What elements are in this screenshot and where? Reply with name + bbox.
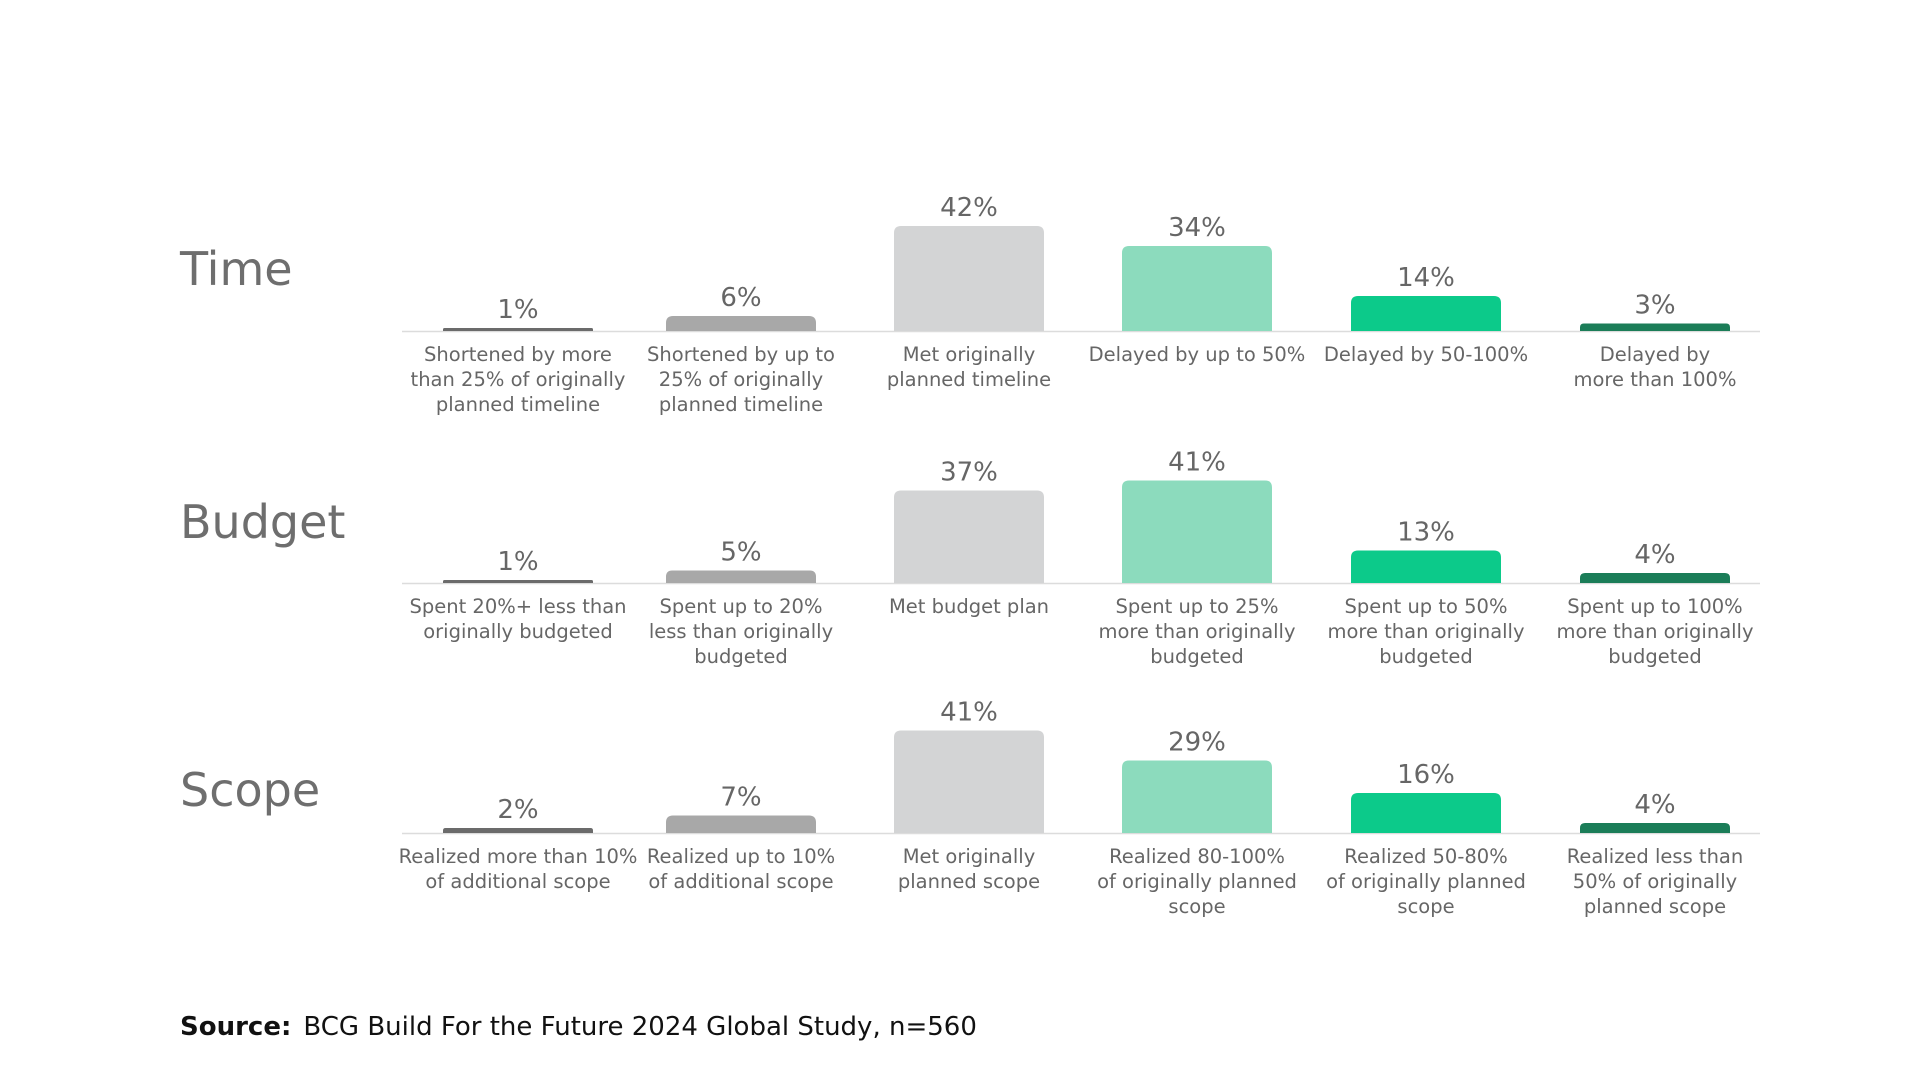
row-label-scope: Scope (180, 763, 320, 817)
category-label-scope-6: Realized less than 50% of originally plann… (1567, 845, 1744, 918)
value-label-budget-3: 37% (940, 458, 998, 488)
category-label-time-3: Met originally planned timeline (887, 343, 1051, 391)
category-label-scope-2: Realized up to 10% of additional scope (647, 845, 835, 893)
source-text: BCG Build For the Future 2024 Global Stu… (303, 1012, 977, 1042)
bar-budget-3 (894, 490, 1044, 583)
source-label: Source: (180, 1012, 292, 1042)
value-label-budget-6: 4% (1634, 540, 1675, 570)
value-label-scope-2: 7% (720, 783, 761, 813)
category-label-budget-3: Met budget plan (889, 595, 1049, 618)
category-label-time-2: Shortened by up to 25% of originally plann… (647, 343, 835, 416)
value-label-scope-6: 4% (1634, 790, 1675, 820)
bar-time-4 (1122, 246, 1272, 331)
bar-budget-1 (443, 580, 593, 583)
bar-scope-5 (1351, 793, 1501, 833)
category-label-scope-3: Met originally planned scope (898, 845, 1040, 893)
category-label-budget-6: Spent up to 100% more than originally budg… (1556, 595, 1753, 668)
bar-scope-6 (1580, 823, 1730, 833)
value-label-scope-5: 16% (1397, 760, 1455, 790)
bar-scope-4 (1122, 760, 1272, 833)
value-label-time-1: 1% (497, 295, 538, 325)
bar-scope-3 (894, 730, 1044, 833)
category-label-budget-1: Spent 20%+ less than originally budgeted (409, 595, 626, 643)
bar-time-5 (1351, 296, 1501, 331)
bar-scope-2 (666, 815, 816, 833)
category-label-time-1: Shortened by more than 25% of originally p… (411, 343, 626, 416)
bar-time-2 (666, 316, 816, 331)
category-label-time-4: Delayed by up to 50% (1089, 343, 1306, 366)
bar-time-6 (1580, 323, 1730, 331)
value-label-time-4: 34% (1168, 213, 1226, 243)
bar-budget-6 (1580, 573, 1730, 583)
value-label-scope-4: 29% (1168, 728, 1226, 758)
category-label-scope-4: Realized 80-100% of originally planned sco… (1097, 845, 1297, 918)
category-label-budget-2: Spent up to 20% less than originally budge… (649, 595, 833, 668)
value-label-scope-1: 2% (497, 795, 538, 825)
category-label-time-5: Delayed by 50-100% (1324, 343, 1528, 366)
value-label-budget-2: 5% (720, 538, 761, 568)
row-label-time: Time (179, 242, 293, 296)
value-label-budget-5: 13% (1397, 518, 1455, 548)
bar-budget-5 (1351, 550, 1501, 583)
value-label-budget-1: 1% (497, 547, 538, 577)
row-label-budget: Budget (180, 495, 345, 549)
value-label-time-2: 6% (720, 283, 761, 313)
category-label-budget-5: Spent up to 50% more than originally budge… (1327, 595, 1524, 668)
category-label-scope-5: Realized 50-80% of originally planned scop… (1326, 845, 1526, 918)
value-label-time-5: 14% (1397, 263, 1455, 293)
value-label-time-3: 42% (940, 193, 998, 223)
value-label-scope-3: 41% (940, 698, 998, 728)
category-label-budget-4: Spent up to 25% more than originally budge… (1098, 595, 1295, 668)
bar-budget-2 (666, 570, 816, 583)
source-note: Source: BCG Build For the Future 2024 Glo… (180, 1012, 977, 1042)
value-label-time-6: 3% (1634, 291, 1675, 321)
value-label-budget-4: 41% (1168, 448, 1226, 478)
bar-budget-4 (1122, 480, 1272, 583)
category-label-time-6: Delayed by more than 100% (1574, 343, 1737, 391)
category-label-scope-1: Realized more than 10% of additional scop… (399, 845, 638, 893)
bar-time-1 (443, 328, 593, 331)
bar-scope-1 (443, 828, 593, 833)
bar-time-3 (894, 226, 1044, 331)
